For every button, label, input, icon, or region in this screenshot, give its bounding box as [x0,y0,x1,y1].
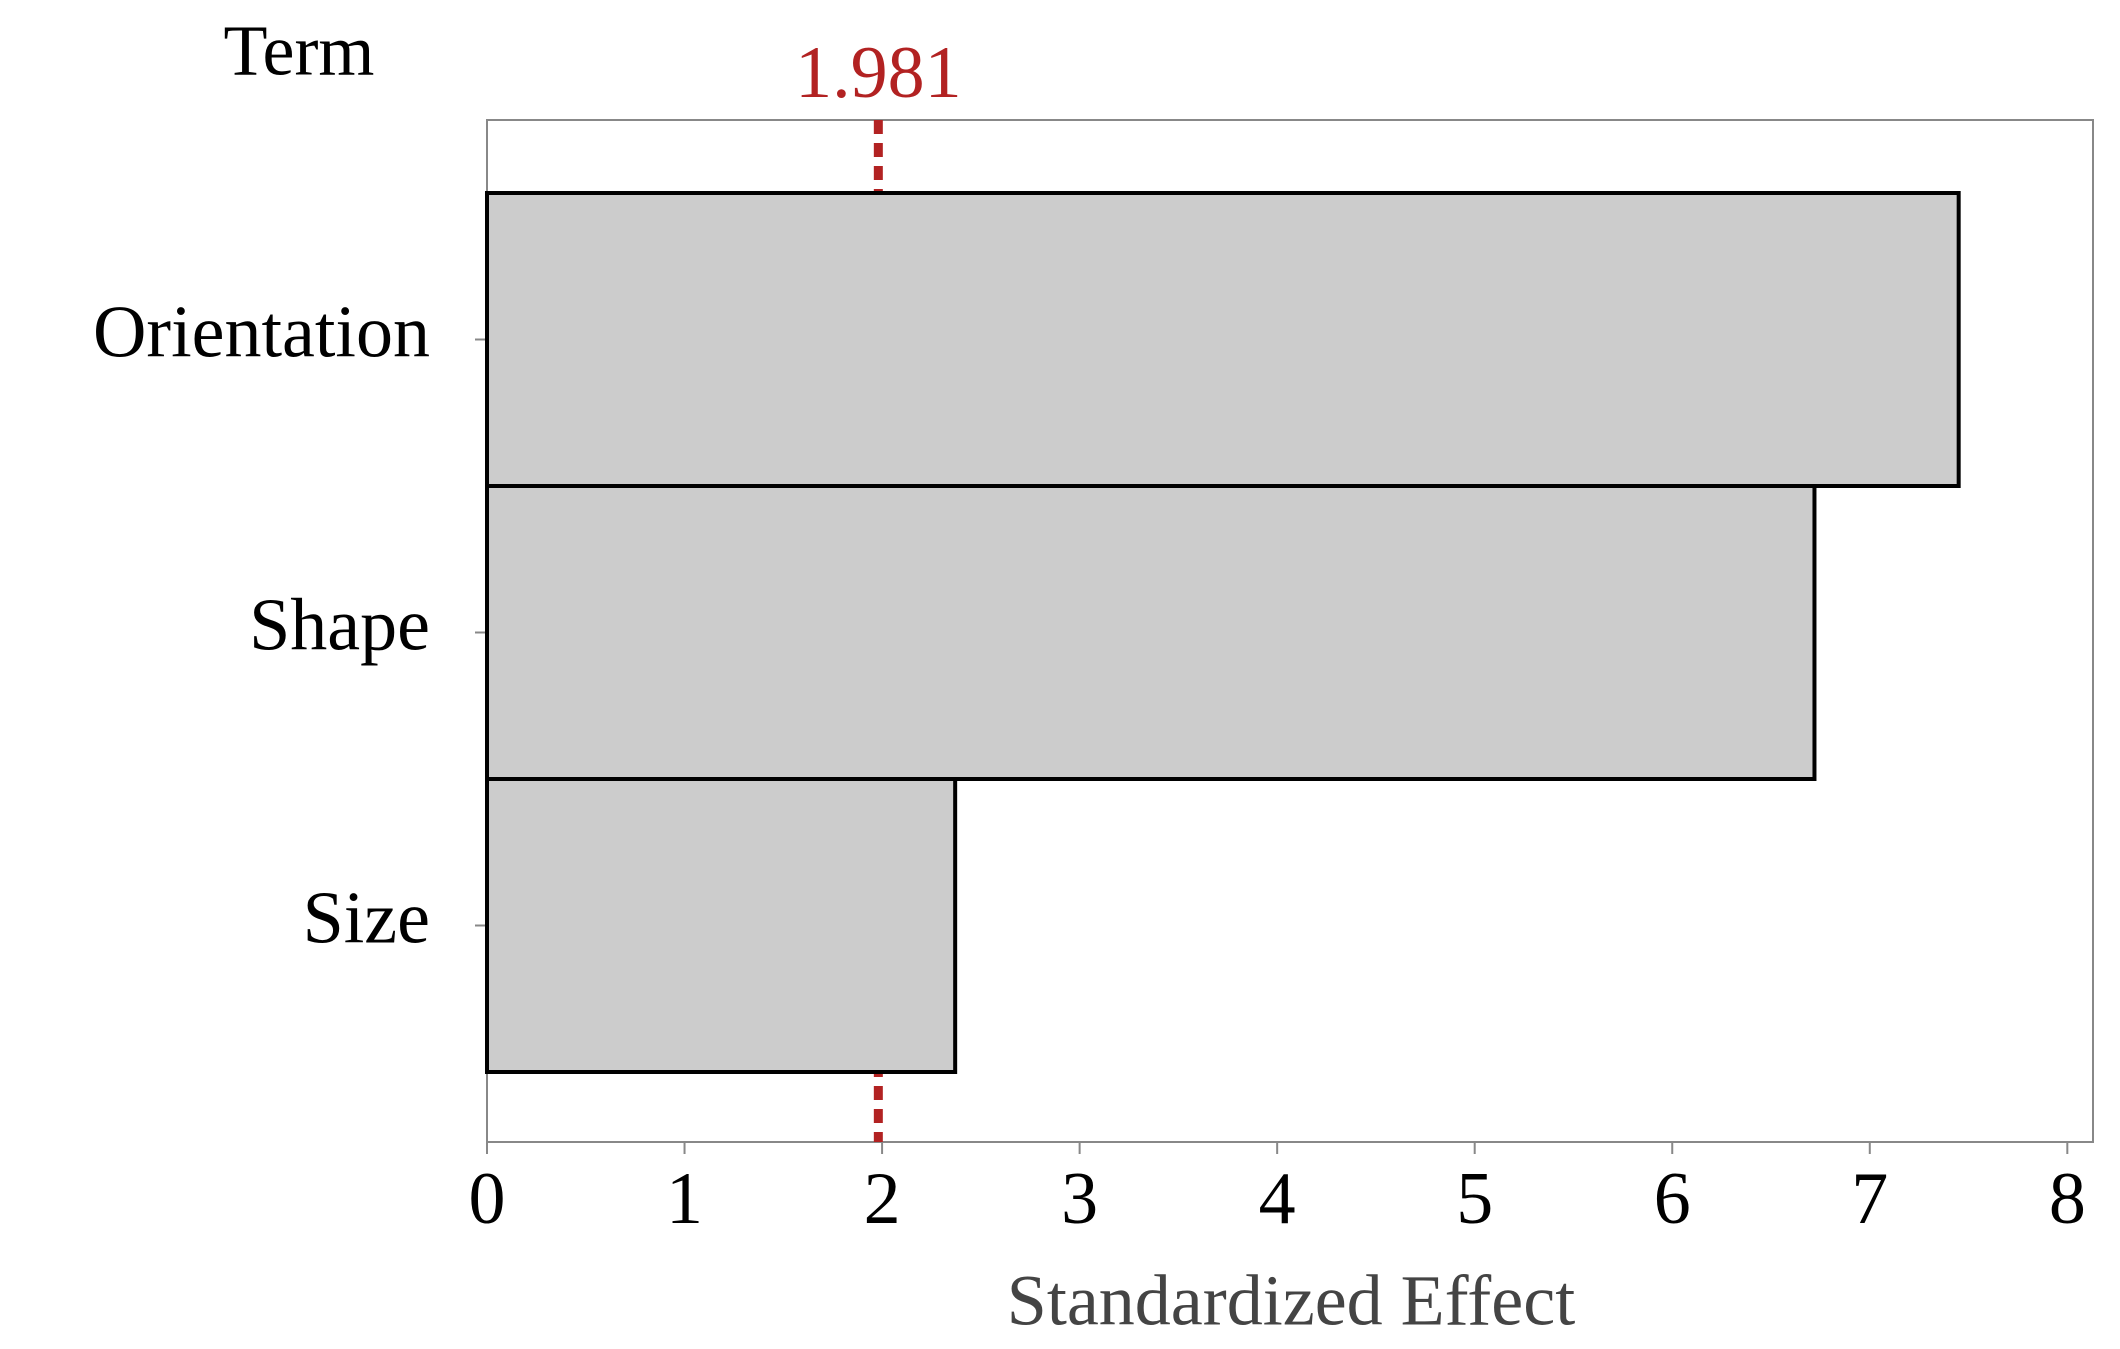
bar [485,484,1817,781]
y-tick-label: Shape [249,584,430,666]
bar [485,777,958,1074]
x-tick-label: 8 [2049,1158,2086,1240]
x-tick-label: 1 [666,1158,703,1240]
reference-label: 1.981 [795,32,962,114]
x-tick-label: 0 [469,1158,506,1240]
x-tick-label: 3 [1061,1158,1098,1240]
y-tick-label: Orientation [93,291,430,373]
y-axis-title: Term [224,11,375,91]
y-tick-label: Size [303,877,430,959]
x-tick-label: 6 [1654,1158,1691,1240]
bar [485,191,1961,488]
x-tick-label: 2 [864,1158,901,1240]
x-tick-label: 5 [1456,1158,1493,1240]
x-tick-label: 4 [1259,1158,1296,1240]
x-axis-title: Standardized Effect [1007,1261,1575,1341]
x-tick-label: 7 [1851,1158,1888,1240]
